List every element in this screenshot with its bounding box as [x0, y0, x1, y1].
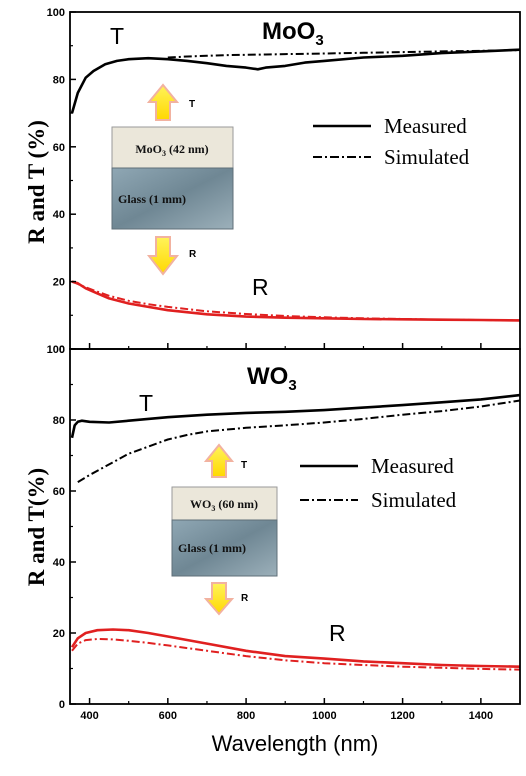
film-main: WO	[190, 497, 211, 511]
panel-moo3-legend: Measured Simulated	[313, 114, 470, 169]
arrow-down-label: R	[241, 593, 249, 604]
panel-wo3-legend: Measured Simulated	[300, 454, 457, 512]
film-rest: (42 nm)	[166, 142, 209, 156]
series-R-simulated	[71, 280, 521, 322]
y-tick-label: 60	[53, 486, 65, 498]
y-tick-label: 40	[53, 557, 65, 569]
panel-moo3-title: MoO3	[262, 18, 324, 49]
y-tick-label: 100	[47, 7, 65, 19]
series-T-measured	[70, 48, 521, 114]
series-T-simulated	[77, 399, 521, 483]
film-layer-label: WO3 (60 nm)	[190, 497, 258, 513]
panel-wo3-ticks: 400 600 800 1000 1200 1400 0 20 40 60 80 100	[47, 344, 493, 722]
y-tick-label: 100	[47, 344, 65, 356]
series-T-measured	[70, 393, 521, 439]
panel-wo3-inset: T WO3 (60 nm) Glass (1 mm) R	[171, 443, 278, 616]
panel-wo3-title-sub: 3	[288, 377, 296, 394]
panel-wo3-label-T: T	[139, 390, 153, 416]
x-tick-label: 800	[237, 710, 255, 722]
film-layer-label: MoO3 (42 nm)	[135, 142, 208, 158]
film-sub: 3	[162, 149, 166, 158]
legend-simulated-label: Simulated	[371, 488, 457, 512]
arrow-up-icon	[203, 443, 235, 478]
y-tick-label: 0	[59, 344, 65, 356]
series-R-simulated	[71, 638, 521, 671]
arrow-down-icon	[203, 582, 235, 616]
panel-wo3-label-R: R	[329, 620, 346, 646]
panel-moo3-label-T: T	[110, 23, 124, 49]
legend-measured-label: Measured	[384, 114, 467, 138]
panel-moo3-inset: T MoO3 (42 nm) Glass (1 mm) R	[111, 83, 234, 276]
film-sub: 3	[211, 504, 215, 513]
panel-moo3-ticks: 0 20 40 60 80 100	[47, 7, 482, 356]
x-tick-label: 400	[80, 710, 98, 722]
panel-moo3-ylabel: R and T (%)	[24, 120, 49, 244]
legend-measured-label: Measured	[371, 454, 454, 478]
glass-substrate	[171, 519, 278, 577]
panel-wo3-xlabel: Wavelength (nm)	[212, 731, 379, 756]
y-tick-label: 20	[53, 628, 65, 640]
film-layer	[171, 486, 278, 521]
panel-wo3-title-main: WO	[247, 363, 288, 390]
legend-simulated-label: Simulated	[384, 145, 470, 169]
x-tick-label: 1000	[312, 710, 336, 722]
film-rest: (60 nm)	[215, 497, 258, 511]
x-tick-label: 600	[159, 710, 177, 722]
film-main: MoO	[135, 142, 162, 156]
film-layer	[111, 126, 234, 169]
glass-substrate-label: Glass (1 mm)	[118, 192, 186, 206]
y-tick-label: 80	[53, 74, 65, 86]
y-tick-label: 0	[59, 699, 65, 711]
series-R-measured	[70, 628, 521, 668]
panel-wo3-ylabel: R and T(%)	[24, 468, 49, 586]
arrow-up-icon	[146, 83, 180, 121]
arrow-down-icon	[146, 236, 180, 276]
x-tick-label: 1200	[390, 710, 414, 722]
y-tick-label: 80	[53, 415, 65, 427]
series-T-simulated	[167, 49, 521, 59]
panel-moo3-series	[70, 48, 521, 322]
y-tick-label: 40	[53, 209, 65, 221]
y-tick-label: 20	[53, 277, 65, 289]
panel-moo3-label-R: R	[252, 274, 269, 300]
panel-moo3-title-sub: 3	[315, 32, 323, 49]
arrow-down-label: R	[189, 249, 197, 260]
glass-substrate-label: Glass (1 mm)	[178, 541, 246, 555]
x-tick-label: 1400	[469, 710, 493, 722]
panel-wo3-series	[70, 393, 521, 671]
y-tick-label: 60	[53, 142, 65, 154]
arrow-up-label: T	[189, 99, 195, 110]
arrow-up-label: T	[241, 460, 247, 471]
panel-moo3-title-main: MoO	[262, 18, 315, 45]
panel-wo3-title: WO3	[247, 363, 297, 394]
glass-substrate	[111, 167, 234, 230]
series-R-measured	[71, 280, 521, 322]
